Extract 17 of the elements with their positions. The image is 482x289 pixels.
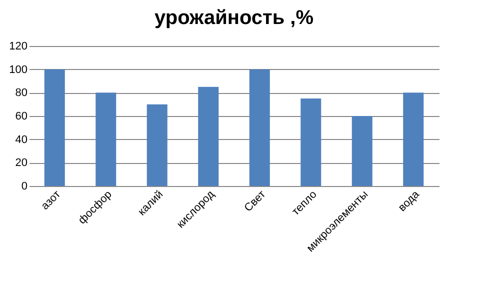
x-tick-label: азот (39, 188, 64, 212)
y-tick-label: 20 (15, 157, 28, 170)
y-tick-label: 80 (15, 87, 28, 100)
y-tick-label: 60 (15, 110, 28, 122)
bar (146, 104, 168, 186)
chart-title: урожайность ,% (154, 7, 314, 29)
bar (403, 92, 424, 186)
bar (300, 98, 322, 186)
y-tick-label: 100 (9, 64, 28, 76)
y-tick-label: 0 (21, 180, 28, 192)
bar (249, 69, 270, 186)
y-tick-label: 120 (9, 40, 28, 52)
bar (198, 86, 219, 186)
y-tick-label: 40 (15, 134, 28, 146)
bar (96, 92, 116, 186)
bar (44, 69, 65, 186)
bar (352, 116, 372, 186)
